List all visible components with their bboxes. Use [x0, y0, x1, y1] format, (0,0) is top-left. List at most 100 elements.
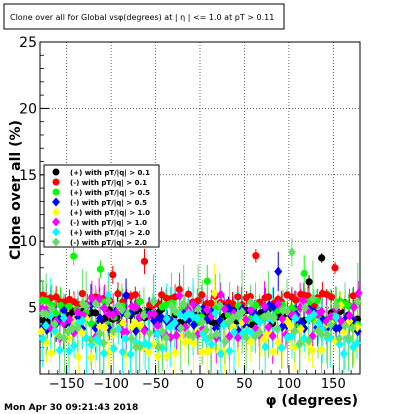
data-point — [198, 291, 206, 299]
legend-marker — [52, 168, 60, 176]
data-point — [91, 298, 100, 309]
data-point — [109, 343, 118, 354]
data-point — [65, 302, 73, 310]
data-point — [341, 320, 350, 331]
legend-marker — [52, 227, 60, 237]
data-point — [96, 265, 105, 273]
data-point — [269, 313, 278, 324]
data-point — [335, 333, 344, 344]
legend: (+) with pT/|q| > 0.1 (-) with pT/|q| > 0… — [52, 168, 150, 248]
data-point — [198, 316, 207, 327]
x-tick-label: 50 — [236, 377, 253, 392]
legend-marker — [52, 237, 60, 247]
data-point — [326, 311, 335, 322]
data-point — [349, 302, 358, 313]
data-point — [290, 326, 299, 337]
x-tick-label: −100 — [93, 377, 129, 392]
data-point — [189, 331, 198, 342]
data-point — [246, 304, 255, 315]
data-point — [264, 322, 273, 333]
data-point — [274, 266, 283, 277]
data-point — [100, 322, 109, 333]
data-point — [162, 332, 171, 343]
data-point — [300, 269, 308, 278]
data-point — [42, 297, 51, 305]
data-point — [96, 313, 105, 324]
data-point — [255, 327, 264, 338]
data-point — [162, 301, 170, 309]
data-point — [332, 300, 341, 311]
data-point — [118, 346, 127, 357]
data-point — [331, 264, 339, 272]
data-point — [327, 293, 336, 301]
data-point — [179, 298, 188, 309]
data-point — [157, 312, 166, 323]
y-tick-label: 5 — [28, 301, 37, 317]
data-point — [207, 339, 216, 350]
data-point — [274, 299, 283, 310]
data-point — [300, 302, 309, 313]
data-point — [207, 299, 215, 307]
data-point — [78, 289, 86, 298]
x-tick-label: 100 — [276, 377, 301, 392]
data-point — [310, 302, 318, 310]
data-point — [86, 352, 95, 363]
y-tick-label: 10 — [19, 234, 37, 250]
data-point — [287, 247, 296, 258]
legend-marker — [52, 178, 60, 186]
data-point — [126, 349, 135, 360]
data-point — [73, 306, 82, 317]
data-point — [283, 306, 292, 317]
data-point — [50, 319, 59, 330]
data-point — [225, 331, 234, 342]
data-point — [331, 312, 340, 323]
data-point — [219, 319, 228, 330]
data-point — [82, 301, 91, 312]
data-point — [264, 309, 273, 320]
data-point — [269, 346, 278, 357]
data-point — [326, 319, 335, 330]
data-point — [299, 296, 308, 307]
data-point — [264, 293, 273, 301]
data-point — [322, 329, 331, 340]
data-point — [295, 338, 304, 349]
data-point — [252, 252, 260, 260]
legend-marker — [52, 188, 60, 196]
data-point — [349, 292, 357, 300]
legend-label: (+) with pT/|q| > 0.1 — [70, 169, 150, 178]
data-point — [296, 317, 305, 328]
data-point — [114, 290, 122, 298]
data-point — [127, 333, 136, 344]
data-point — [304, 335, 313, 346]
data-point — [38, 333, 47, 344]
legend-marker — [52, 217, 60, 227]
data-point — [150, 308, 159, 319]
data-point — [194, 297, 202, 305]
data-point — [60, 305, 69, 316]
data-point — [352, 338, 361, 349]
data-point — [42, 309, 51, 320]
data-point — [184, 290, 193, 298]
data-point — [95, 328, 104, 339]
data-point — [175, 290, 184, 301]
y-tick-label: 25 — [19, 35, 37, 51]
data-point — [87, 320, 96, 328]
data-point — [353, 297, 362, 308]
data-point — [99, 337, 108, 348]
chart-title: Clone over all for Global vsφ(degrees) a… — [10, 13, 274, 22]
data-point — [109, 325, 118, 336]
data-point — [291, 313, 300, 324]
data-point — [154, 342, 163, 353]
data-point — [166, 332, 175, 343]
legend-label: (-) with pT/|q| > 0.5 — [70, 199, 147, 208]
data-point — [117, 304, 126, 315]
data-point — [339, 348, 348, 359]
data-point — [109, 309, 118, 320]
data-point — [210, 288, 219, 299]
data-point — [292, 296, 300, 304]
data-point — [189, 338, 198, 349]
data-point — [153, 351, 162, 362]
data-point — [277, 342, 286, 353]
data-point — [41, 320, 50, 331]
